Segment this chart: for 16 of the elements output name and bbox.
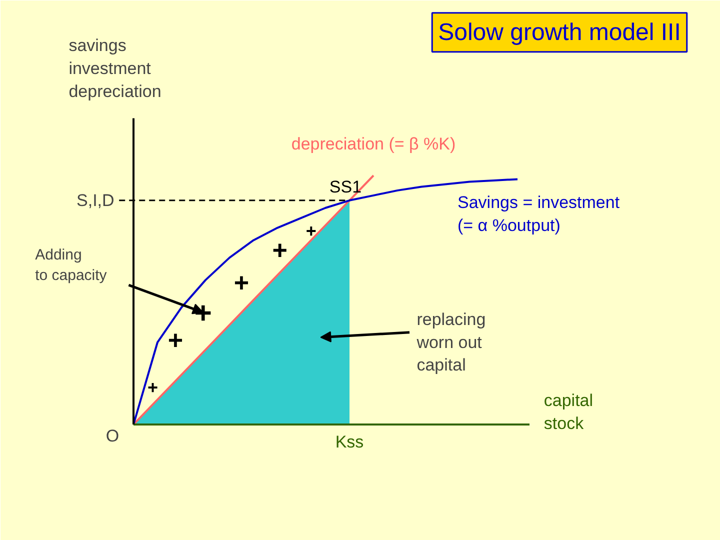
x-axis-title: capital stock	[544, 391, 594, 433]
text: O	[106, 426, 120, 446]
text: Adding to capacity	[35, 246, 108, 284]
annotation: +	[147, 378, 158, 398]
series-label: depreciation (= β %K)	[291, 134, 456, 154]
text: Kss	[335, 432, 364, 452]
ref-line-label: S,I,D	[76, 190, 114, 210]
series-label: Savings = investment (= α %output)	[458, 193, 620, 236]
annotation: replacing worn out capital	[416, 310, 486, 375]
y-axis-title: savings investment depreciation	[68, 36, 162, 101]
annotation: SS1	[329, 177, 362, 196]
annotation: +	[234, 268, 250, 298]
annotation: +	[168, 324, 184, 355]
chart-title: Solow growth model III	[438, 18, 681, 46]
annotation: +	[272, 235, 288, 266]
annotation: +	[306, 220, 316, 241]
